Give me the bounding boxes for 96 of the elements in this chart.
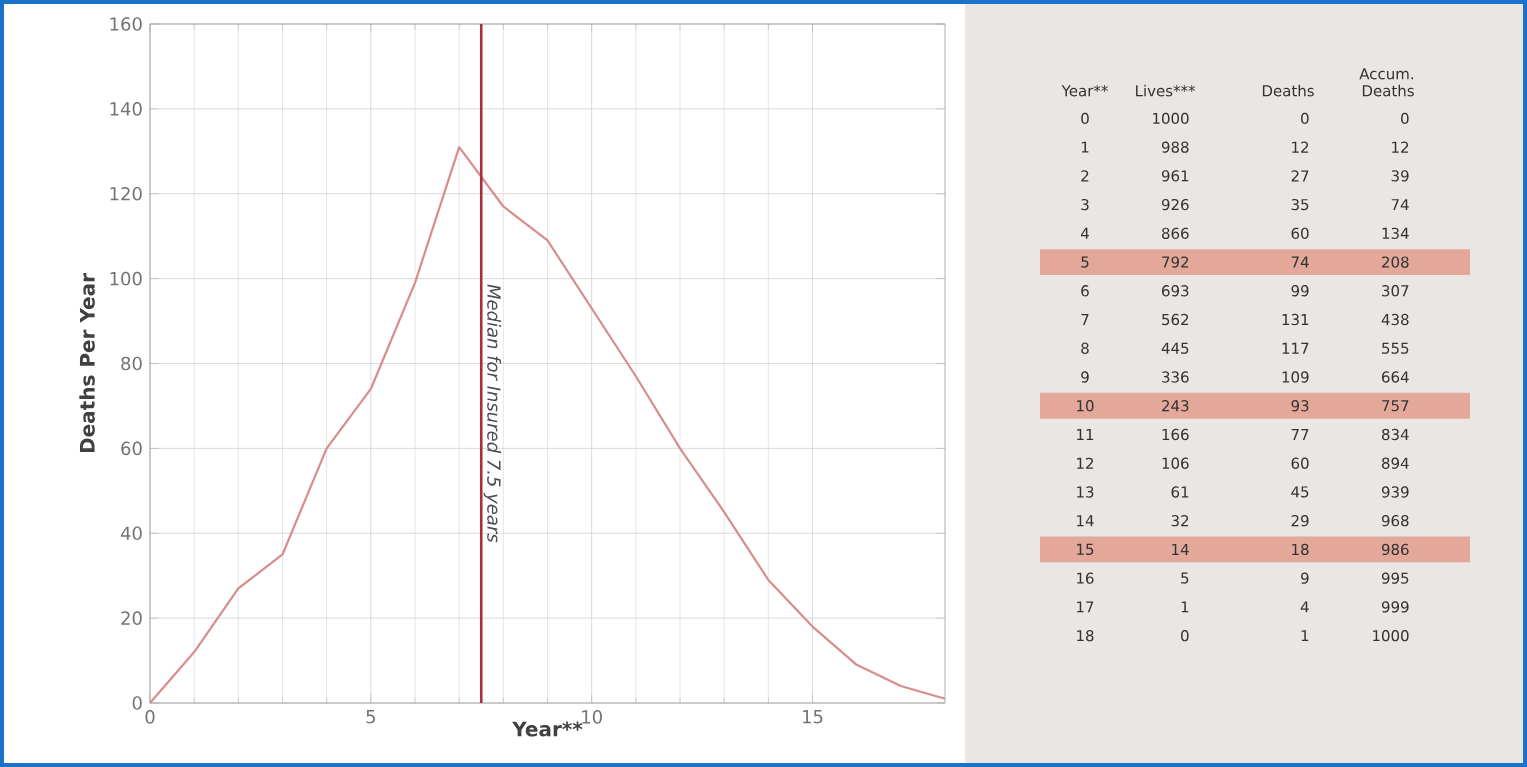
x-tick-label: 0 bbox=[145, 710, 155, 724]
text: 792 bbox=[1162, 256, 1189, 268]
text: 74 bbox=[1291, 256, 1309, 268]
text: 18 bbox=[1292, 543, 1309, 556]
text: 131 bbox=[1282, 313, 1309, 326]
text: 39 bbox=[1391, 170, 1409, 182]
text: 961 bbox=[1161, 170, 1189, 182]
category-label: 2 bbox=[1081, 170, 1089, 182]
text: 986 bbox=[1381, 543, 1409, 556]
category-label: Lives*** bbox=[1136, 84, 1196, 97]
category-label: 12 bbox=[1077, 457, 1094, 469]
text: 77 bbox=[1291, 429, 1309, 440]
x-tick-label: 5 bbox=[366, 710, 375, 724]
category-label: 9 bbox=[1081, 371, 1089, 383]
text: 93 bbox=[1291, 400, 1309, 412]
category-label: 8 bbox=[1081, 342, 1089, 354]
text: 336 bbox=[1162, 371, 1189, 383]
x-tick-label: 15 bbox=[803, 710, 823, 724]
text: 555 bbox=[1382, 342, 1409, 354]
text: 445 bbox=[1161, 342, 1189, 354]
text: 134 bbox=[1382, 227, 1409, 239]
text: 307 bbox=[1382, 285, 1409, 297]
category-label: 10 bbox=[1077, 400, 1094, 412]
text: 988 bbox=[1161, 141, 1189, 153]
text: 12 bbox=[1292, 141, 1309, 153]
text: 995 bbox=[1381, 572, 1409, 584]
y-tick-label: 0 bbox=[132, 696, 142, 710]
text: 4 bbox=[1300, 601, 1309, 613]
text: 894 bbox=[1381, 457, 1409, 469]
text: 35 bbox=[1291, 198, 1309, 211]
ref-line-label: Median for Insured 7.5 years bbox=[483, 284, 502, 543]
text: 562 bbox=[1162, 313, 1189, 326]
text: 0 bbox=[1301, 112, 1309, 125]
text: 208 bbox=[1382, 256, 1409, 268]
text: 106 bbox=[1162, 457, 1189, 469]
text: 14 bbox=[1172, 543, 1189, 555]
text: 0 bbox=[1401, 112, 1409, 125]
y-tick-label: 20 bbox=[121, 611, 142, 625]
text: 109 bbox=[1282, 371, 1309, 383]
category-label: 17 bbox=[1077, 601, 1094, 613]
text: 61 bbox=[1171, 486, 1189, 498]
category-label: 16 bbox=[1077, 572, 1094, 584]
y-tick-label: 80 bbox=[121, 356, 142, 371]
text: 438 bbox=[1381, 313, 1409, 326]
y-axis-title: Deaths Per Year bbox=[79, 273, 95, 453]
text: 9 bbox=[1301, 572, 1309, 584]
text: 1000 bbox=[1153, 112, 1189, 125]
text: 60 bbox=[1291, 227, 1309, 239]
category-label: 1 bbox=[1081, 141, 1089, 153]
category-label: 15 bbox=[1077, 543, 1094, 556]
category-label: 11 bbox=[1077, 429, 1094, 440]
y-tick-label: 40 bbox=[120, 526, 142, 541]
text: 866 bbox=[1161, 227, 1189, 239]
text: 834 bbox=[1381, 428, 1409, 441]
text: 1000 bbox=[1373, 629, 1409, 642]
y-tick-label: 140 bbox=[110, 102, 142, 116]
text: 117 bbox=[1282, 342, 1309, 354]
category-label: 7 bbox=[1081, 314, 1089, 325]
category-label: 4 bbox=[1080, 227, 1089, 239]
y-tick-label: 160 bbox=[110, 17, 142, 31]
text: 60 bbox=[1291, 457, 1309, 469]
text: 999 bbox=[1381, 601, 1409, 613]
text: 693 bbox=[1162, 285, 1189, 297]
text: 757 bbox=[1382, 400, 1409, 412]
category-label: Accum. Deaths bbox=[1359, 68, 1414, 97]
x-tick-label: 10 bbox=[582, 710, 602, 724]
category-label: 18 bbox=[1077, 629, 1094, 642]
text: 1 bbox=[1181, 601, 1189, 613]
category-label: 6 bbox=[1081, 285, 1089, 297]
text: 12 bbox=[1392, 141, 1409, 153]
text: 243 bbox=[1162, 400, 1189, 412]
y-tick-label: 100 bbox=[110, 271, 142, 286]
text: 29 bbox=[1291, 515, 1309, 527]
text: 926 bbox=[1161, 198, 1189, 211]
text: 5 bbox=[1181, 572, 1189, 584]
text: 74 bbox=[1391, 199, 1409, 211]
text: 0 bbox=[1181, 629, 1189, 642]
category-label: 0 bbox=[1081, 112, 1089, 125]
text: 1 bbox=[1301, 630, 1309, 642]
text: 664 bbox=[1382, 371, 1409, 383]
y-tick-label: 60 bbox=[121, 441, 142, 456]
text: 99 bbox=[1291, 285, 1309, 297]
text: Year** bbox=[1061, 85, 1108, 97]
text: 27 bbox=[1291, 170, 1309, 182]
text: 968 bbox=[1381, 515, 1409, 527]
y-tick-label: 120 bbox=[110, 186, 142, 201]
text: 166 bbox=[1162, 428, 1189, 441]
category-label: 14 bbox=[1077, 515, 1094, 527]
x-axis-title: Year** bbox=[512, 721, 583, 737]
category-label: Deaths bbox=[1262, 84, 1314, 97]
text: 939 bbox=[1381, 486, 1409, 498]
category-label: 13 bbox=[1077, 486, 1094, 498]
category-label: 5 bbox=[1081, 256, 1089, 268]
text: 45 bbox=[1291, 486, 1309, 498]
text: 32 bbox=[1171, 515, 1189, 527]
category-label: 3 bbox=[1081, 198, 1089, 211]
